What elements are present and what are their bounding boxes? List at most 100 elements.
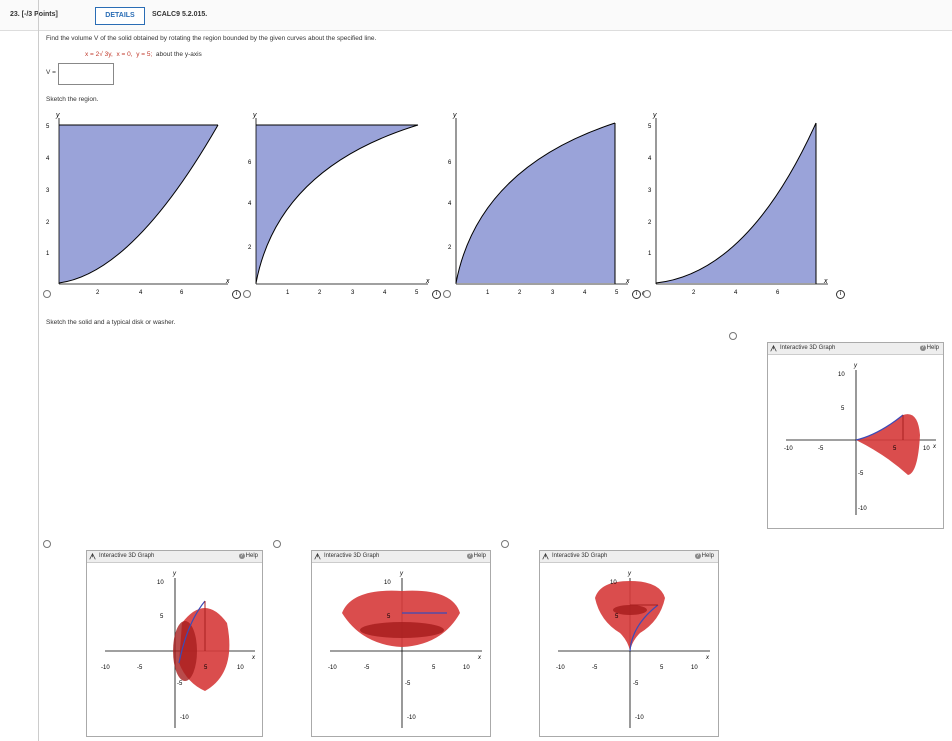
volume-label: V = bbox=[46, 69, 56, 76]
help-button[interactable]: ? Help bbox=[466, 553, 486, 559]
x-tick-label: 3 bbox=[351, 290, 355, 296]
tick-label: 5 bbox=[160, 614, 164, 620]
sketch-region-label: Sketch the region. bbox=[46, 96, 99, 103]
x-tick-label: 1 bbox=[286, 290, 290, 296]
help-button[interactable]: ? Help bbox=[694, 553, 714, 559]
tick-label: 5 bbox=[615, 614, 619, 620]
info-icon[interactable]: i bbox=[432, 290, 441, 299]
details-button[interactable]: DETAILS bbox=[95, 7, 145, 25]
region-fill bbox=[59, 125, 218, 283]
y-axis-label: y bbox=[452, 112, 457, 119]
solid-plot: y x 10 5 -5 -10 -10 -5 5 10 bbox=[328, 571, 482, 728]
volume-input[interactable] bbox=[58, 63, 114, 85]
curve-equation: x = 2√ 3y, bbox=[85, 51, 113, 58]
tick-label: 10 bbox=[691, 665, 698, 671]
x-tick-label: 4 bbox=[383, 290, 387, 296]
x-tick-label: 2 bbox=[96, 290, 100, 296]
help-icon: ? bbox=[238, 553, 245, 559]
help-label: Help bbox=[926, 345, 939, 351]
question-header: 23. [-/3 Points] DETAILS SCALC9 5.2.015. bbox=[0, 0, 952, 31]
y-tick-label: 2 bbox=[46, 220, 50, 226]
x-axis-label: x bbox=[251, 655, 256, 661]
problem-prompt: Find the volume V of the solid obtained … bbox=[46, 35, 377, 42]
region-option-1-radio[interactable] bbox=[43, 290, 51, 298]
tick-label: -10 bbox=[556, 665, 565, 671]
tick-label: -5 bbox=[858, 471, 864, 477]
region-curve bbox=[255, 124, 419, 284]
tick-label: 5 bbox=[660, 665, 664, 671]
info-icon[interactable]: i bbox=[232, 290, 241, 299]
tick-label: -5 bbox=[592, 665, 598, 671]
x-tick-label: 6 bbox=[180, 290, 184, 296]
region-option-4-radio[interactable] bbox=[643, 290, 651, 298]
help-label: Help bbox=[473, 553, 486, 559]
info-icon[interactable]: i bbox=[836, 290, 845, 299]
y-tick-label: 3 bbox=[46, 188, 50, 194]
y-tick-label: 1 bbox=[648, 251, 652, 257]
tick-label: 10 bbox=[384, 580, 391, 586]
y-axis-label: y bbox=[55, 112, 60, 119]
interactive-3d-graph-3[interactable]: Interactive 3D Graph ? Help y x 10 5 -5 -… bbox=[311, 550, 491, 737]
tick-label: -5 bbox=[818, 446, 824, 452]
tick-label: 10 bbox=[463, 665, 470, 671]
y-tick-label: 4 bbox=[648, 156, 652, 162]
x-tick-label: 2 bbox=[318, 290, 322, 296]
tick-label: 10 bbox=[923, 446, 930, 452]
region-fill bbox=[256, 125, 418, 283]
solid-option-4-radio[interactable] bbox=[501, 540, 509, 548]
help-button[interactable]: ? Help bbox=[919, 345, 939, 351]
solid-option-2-radio[interactable] bbox=[43, 540, 51, 548]
help-label: Help bbox=[245, 553, 258, 559]
y-tick-label: 4 bbox=[448, 201, 452, 207]
tick-label: 10 bbox=[838, 372, 845, 378]
y-tick-label: 2 bbox=[448, 245, 452, 251]
x-axis-label: x bbox=[625, 278, 630, 285]
solid-option-3-radio[interactable] bbox=[273, 540, 281, 548]
help-icon: ? bbox=[919, 345, 926, 351]
y-tick-label: 4 bbox=[248, 201, 252, 207]
interactive-3d-graph-1[interactable]: Interactive 3D Graph ? Help y x 10 5 -5 -… bbox=[767, 342, 944, 529]
panel-title: Interactive 3D Graph bbox=[324, 553, 380, 559]
question-frame bbox=[38, 0, 952, 741]
rotation-axis: about the y-axis bbox=[155, 51, 202, 58]
y-tick-label: 6 bbox=[248, 160, 252, 166]
tick-label: 5 bbox=[432, 665, 436, 671]
y-axis-label: y bbox=[252, 112, 257, 119]
x-axis-label: x bbox=[477, 655, 482, 661]
panel-title-bar: Interactive 3D Graph ? Help bbox=[312, 551, 490, 563]
help-button[interactable]: ? Help bbox=[238, 553, 258, 559]
y-tick-label: 2 bbox=[248, 245, 252, 251]
tick-label: -5 bbox=[633, 681, 639, 687]
y-tick-label: 6 bbox=[448, 160, 452, 166]
y-axis-label: y bbox=[399, 571, 404, 577]
y-axis-label: y bbox=[853, 363, 858, 369]
y-axis-label: y bbox=[627, 571, 632, 577]
interactive-3d-graph-2[interactable]: Interactive 3D Graph ? Help y x 10 5 -5 -… bbox=[86, 550, 263, 737]
x-axis-label: x bbox=[823, 278, 828, 285]
region-option-3-radio[interactable] bbox=[443, 290, 451, 298]
info-icon[interactable]: i bbox=[632, 290, 641, 299]
x-tick-label: 1 bbox=[486, 290, 490, 296]
solid-option-1-radio[interactable] bbox=[729, 332, 737, 340]
interactive-3d-graph-4[interactable]: Interactive 3D Graph ? Help y x 10 5 -5 -… bbox=[539, 550, 719, 737]
region-graph-4: y x 1 2 3 4 5 2 4 6 O bbox=[642, 112, 828, 298]
tick-label: -10 bbox=[180, 715, 189, 721]
x-axis-label: x bbox=[425, 278, 430, 285]
question-number: 23. [-/3 Points] bbox=[10, 11, 58, 18]
region-graph-2: y x 2 4 6 1 2 3 4 5 O bbox=[244, 112, 430, 298]
sketch-solid-label: Sketch the solid and a typical disk or w… bbox=[46, 319, 176, 326]
region-option-2-radio[interactable] bbox=[243, 290, 251, 298]
tick-label: 10 bbox=[237, 665, 244, 671]
tick-label: -10 bbox=[328, 665, 337, 671]
solid-plot: y x 10 5 -5 -10 -10 -5 5 10 bbox=[556, 571, 710, 728]
region-curve bbox=[58, 124, 219, 284]
panel-title: Interactive 3D Graph bbox=[99, 553, 155, 559]
tick-label: -5 bbox=[364, 665, 370, 671]
panel-title: Interactive 3D Graph bbox=[780, 345, 836, 351]
region-curve bbox=[455, 122, 616, 284]
region-graph-1: y x 1 2 3 4 5 2 4 6 O bbox=[44, 112, 230, 298]
region-curve bbox=[655, 122, 817, 284]
equation: x = 2√ 3y, x = 0, y = 5; about the y-axi… bbox=[85, 51, 202, 58]
x-axis-label: x bbox=[932, 444, 937, 450]
tick-label: -5 bbox=[405, 681, 411, 687]
